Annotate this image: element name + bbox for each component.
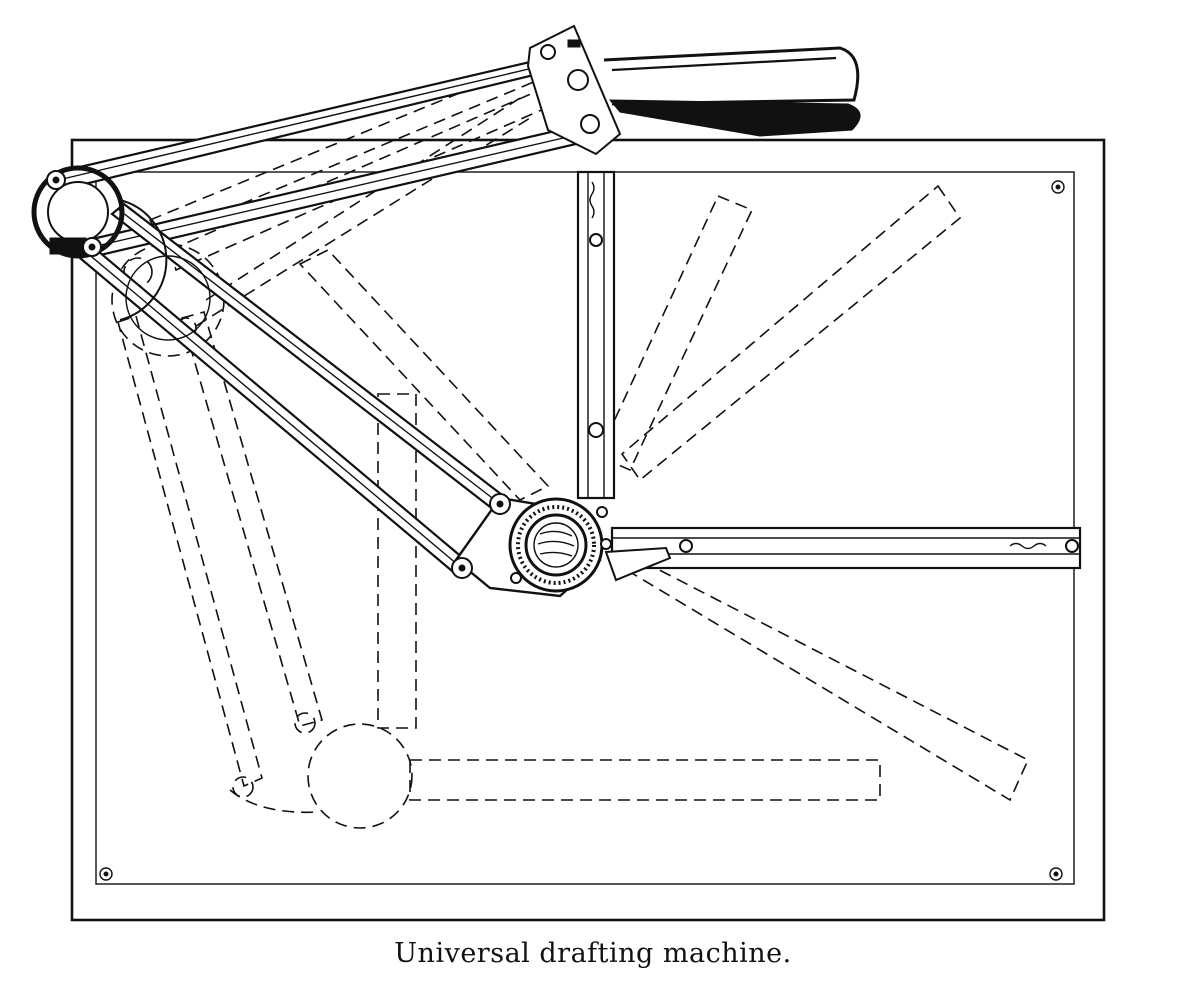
screw-icon (99, 867, 113, 881)
figure-caption: Universal drafting machine. (394, 938, 792, 969)
drafting-machine-figure (31, 24, 1106, 922)
screw-icon (1051, 180, 1065, 194)
board-clamp-handle (526, 24, 861, 156)
board-screws (99, 180, 1065, 881)
screw-icon (1049, 867, 1063, 881)
vertical-scale (576, 170, 616, 500)
horizontal-scale (604, 526, 1082, 582)
dashed-alternate-positions (111, 58, 1030, 829)
protractor-dial-icon (508, 497, 612, 593)
machine-arms (48, 60, 578, 578)
clamp-icon (31, 165, 125, 259)
